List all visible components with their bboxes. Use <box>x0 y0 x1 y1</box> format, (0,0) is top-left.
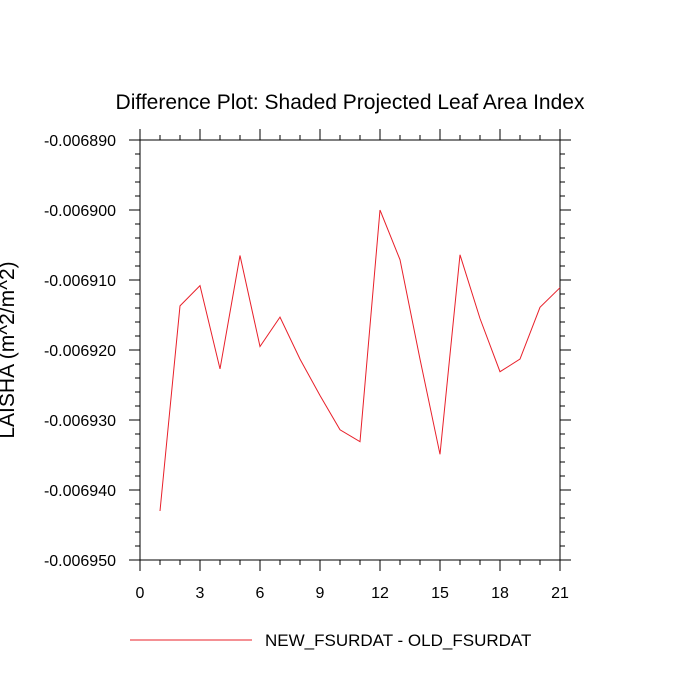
legend: NEW_FSURDAT - OLD_FSURDAT <box>130 631 531 650</box>
y-tick-label: -0.006910 <box>44 273 116 290</box>
y-tick-label: -0.006940 <box>44 483 116 500</box>
chart-title: Difference Plot: Shaded Projected Leaf A… <box>116 91 585 114</box>
plot-frame <box>139 139 561 561</box>
x-tick-label: 21 <box>551 585 569 602</box>
y-tick-label: -0.006930 <box>44 413 116 430</box>
legend-label: NEW_FSURDAT - OLD_FSURDAT <box>265 631 531 650</box>
y-tick-label: -0.006950 <box>44 553 116 570</box>
axis-ticks <box>129 129 571 571</box>
x-tick-label: 6 <box>256 585 265 602</box>
y-tick-label: -0.006920 <box>44 343 116 360</box>
x-tick-label: 9 <box>316 585 325 602</box>
y-axis-label: LAISHA (m^2/m^2) <box>0 261 19 438</box>
x-tick-label: 0 <box>136 585 145 602</box>
x-tick-label: 15 <box>431 585 449 602</box>
x-tick-label: 12 <box>371 585 389 602</box>
x-tick-label: 3 <box>196 585 205 602</box>
axis-tick-labels: 0 3 6 9 12 15 18 21 -0.006890 -0.006900 -0.006910 -… <box>44 133 569 602</box>
y-tick-label: -0.006900 <box>44 203 116 220</box>
y-tick-label: -0.006890 <box>44 133 116 150</box>
series-line-0 <box>159 209 561 512</box>
x-tick-label: 18 <box>491 585 509 602</box>
series-layer <box>159 209 561 512</box>
